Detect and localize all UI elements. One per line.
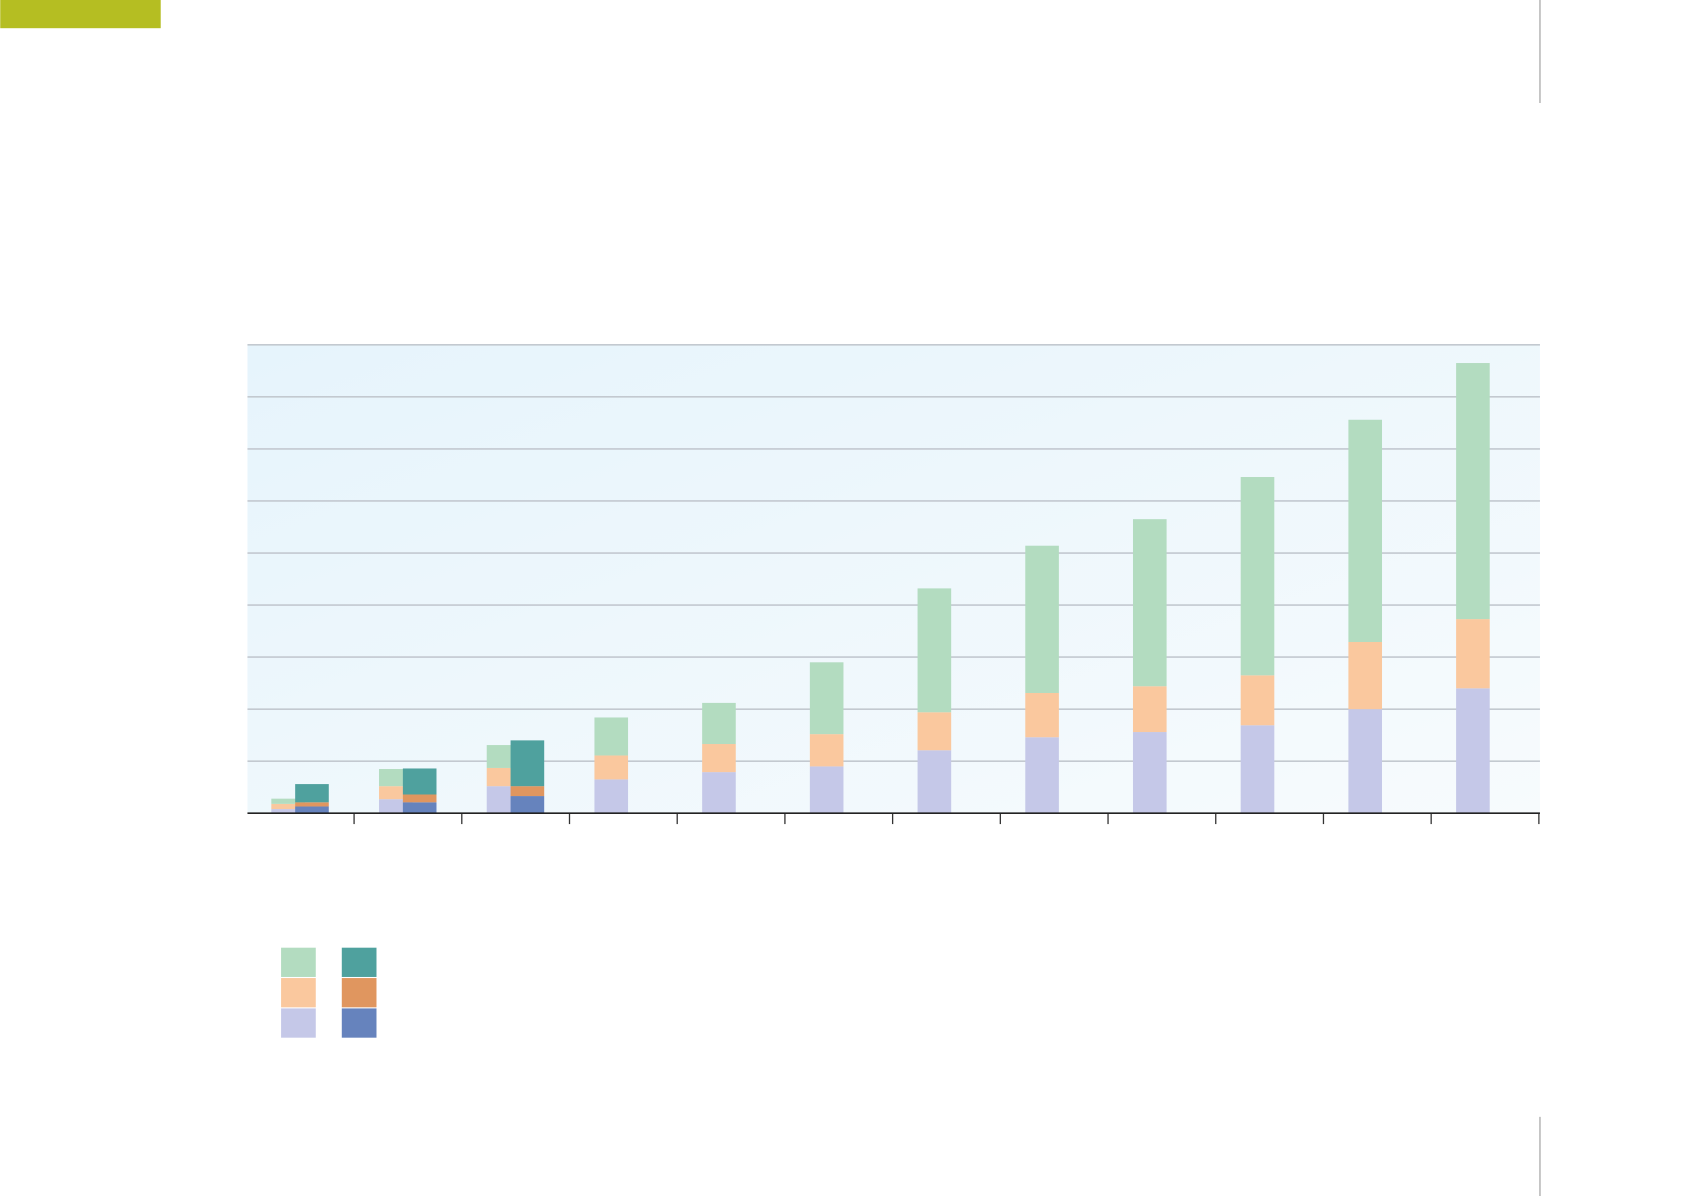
bar-segment bbox=[271, 803, 305, 810]
bar-segment bbox=[510, 796, 545, 814]
bar-segment bbox=[1132, 686, 1167, 733]
bar-segment bbox=[809, 734, 844, 767]
bar-segment bbox=[594, 717, 629, 756]
bar-segment bbox=[1348, 642, 1383, 710]
bar-segment bbox=[1025, 693, 1059, 738]
legend-swatch bbox=[341, 947, 377, 977]
bar-segment bbox=[702, 744, 736, 773]
bar-segment bbox=[1025, 545, 1059, 694]
bar-segment bbox=[1240, 675, 1275, 726]
bar-segment bbox=[1240, 477, 1275, 676]
bar-segment bbox=[917, 750, 952, 814]
bar-segment bbox=[1132, 519, 1167, 687]
bar-segment bbox=[295, 784, 329, 803]
bar-segment bbox=[1132, 732, 1167, 814]
bar-segment bbox=[702, 702, 736, 745]
bar-segment bbox=[594, 755, 629, 780]
legend-swatch bbox=[281, 978, 316, 1008]
legend-swatch bbox=[341, 978, 377, 1008]
bar-segment bbox=[809, 766, 844, 814]
bar-segment bbox=[1348, 709, 1383, 814]
legend-swatch bbox=[281, 947, 316, 977]
bar-segment bbox=[271, 798, 305, 804]
bar-segment bbox=[510, 740, 545, 787]
bar-segment bbox=[295, 806, 329, 814]
bar-segment bbox=[809, 662, 844, 735]
bar-segment bbox=[702, 772, 736, 814]
bar-segment bbox=[1025, 737, 1059, 814]
header-banner bbox=[0, 0, 161, 29]
bar-segment bbox=[594, 779, 629, 814]
bar-segment bbox=[1456, 688, 1490, 814]
bar-segment bbox=[917, 712, 952, 751]
bar-segment bbox=[917, 588, 952, 713]
bar-segment bbox=[295, 802, 329, 807]
bar-segment bbox=[271, 809, 305, 814]
bar-segment bbox=[1348, 419, 1383, 643]
legend bbox=[281, 947, 377, 1038]
bar-segment bbox=[510, 786, 545, 797]
bar-segment bbox=[1240, 725, 1275, 814]
legend-swatch bbox=[281, 1008, 316, 1038]
plot-background bbox=[247, 344, 1540, 814]
bar-segment bbox=[402, 794, 437, 803]
bar-segment bbox=[402, 768, 437, 795]
bar-segment bbox=[1456, 619, 1490, 689]
bar-segment bbox=[402, 802, 437, 814]
legend-swatch bbox=[341, 1008, 377, 1038]
bar-segment bbox=[1456, 363, 1490, 620]
